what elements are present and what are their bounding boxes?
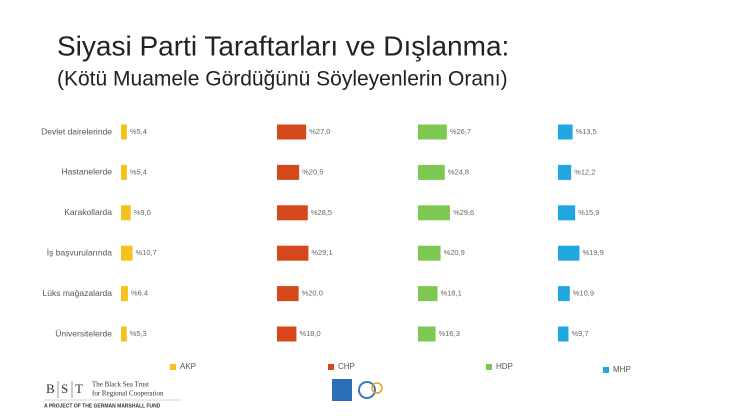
bar — [277, 205, 308, 221]
partner-logo — [358, 381, 376, 399]
bar — [558, 124, 573, 140]
bar — [121, 164, 127, 180]
bar — [418, 164, 445, 180]
category-label: Devlet dairelerinde — [41, 126, 112, 136]
legend-marker — [170, 364, 176, 370]
category-label: Hastanelerde — [61, 167, 112, 177]
partner-logo — [371, 382, 383, 394]
bar — [558, 245, 580, 261]
value-label: %20,5 — [302, 167, 323, 176]
bar — [121, 326, 127, 342]
bar — [418, 245, 441, 261]
legend-label: AKP — [180, 362, 196, 371]
value-label: %24,8 — [448, 167, 469, 176]
bar — [277, 124, 307, 140]
value-label: %9,7 — [571, 329, 588, 338]
bar — [558, 326, 569, 342]
value-label: %16,3 — [439, 329, 460, 338]
bar — [121, 205, 131, 221]
legend-marker — [486, 364, 492, 370]
bar — [418, 205, 450, 221]
bar — [277, 164, 300, 180]
logo-letter: T — [75, 381, 83, 396]
bar — [418, 124, 447, 140]
legend-marker — [603, 367, 609, 373]
value-label: %28,5 — [311, 208, 332, 217]
legend-marker — [328, 364, 334, 370]
bar — [277, 245, 309, 261]
value-label: %18,0 — [299, 329, 320, 338]
value-label: %13,5 — [576, 127, 597, 136]
footer-logo — [44, 379, 383, 401]
value-label: %15,9 — [578, 208, 599, 217]
bar — [558, 164, 572, 180]
value-label: %5,3 — [130, 329, 147, 338]
value-label: %29,1 — [311, 248, 332, 257]
value-label: %29,6 — [453, 208, 474, 217]
chart-title: Siyasi Parti Taraftarları ve Dışlanma: — [57, 30, 509, 61]
logo-letter: B — [46, 381, 55, 396]
value-label: %10,7 — [136, 248, 157, 257]
value-label: %19,9 — [582, 248, 603, 257]
legend-label: HDP — [496, 362, 513, 371]
category-label: İş başvurularında — [47, 247, 112, 257]
bar — [418, 326, 436, 342]
value-label: %5,4 — [130, 167, 147, 176]
bar — [121, 286, 128, 302]
bar — [121, 124, 127, 140]
value-label: %26,7 — [450, 127, 471, 136]
partner-logo — [332, 379, 352, 401]
value-label: %27,0 — [309, 127, 330, 136]
value-label: %20,0 — [302, 289, 323, 298]
bar — [277, 286, 299, 302]
category-label: Üniversitelerde — [55, 328, 112, 338]
legend-label: CHP — [338, 362, 355, 371]
category-label: Karakollarda — [64, 207, 112, 217]
value-label: %10,9 — [573, 289, 594, 298]
logo-letter: S — [61, 381, 68, 396]
bar — [277, 326, 297, 342]
category-label: Lüks mağazalarda — [43, 288, 113, 298]
value-label: %18,1 — [441, 289, 462, 298]
value-label: %6,4 — [131, 289, 148, 298]
bar — [558, 286, 570, 302]
legend-label: MHP — [613, 365, 631, 374]
chart-subtitle: (Kötü Muamele Gördüğünü Söyleyenlerin Or… — [57, 68, 508, 91]
value-label: %5,4 — [130, 127, 147, 136]
value-label: %12,2 — [574, 167, 595, 176]
tagline: A PROJECT OF THE GERMAN MARSHALL FUND — [44, 403, 161, 409]
bar — [558, 205, 576, 221]
value-label: %9,0 — [134, 208, 151, 217]
bar — [418, 286, 438, 302]
bar — [121, 245, 133, 261]
organization-name: for Regional Cooperation — [92, 390, 164, 398]
organization-name: The Black Sea Trust — [92, 381, 149, 389]
value-label: %20,9 — [444, 248, 465, 257]
